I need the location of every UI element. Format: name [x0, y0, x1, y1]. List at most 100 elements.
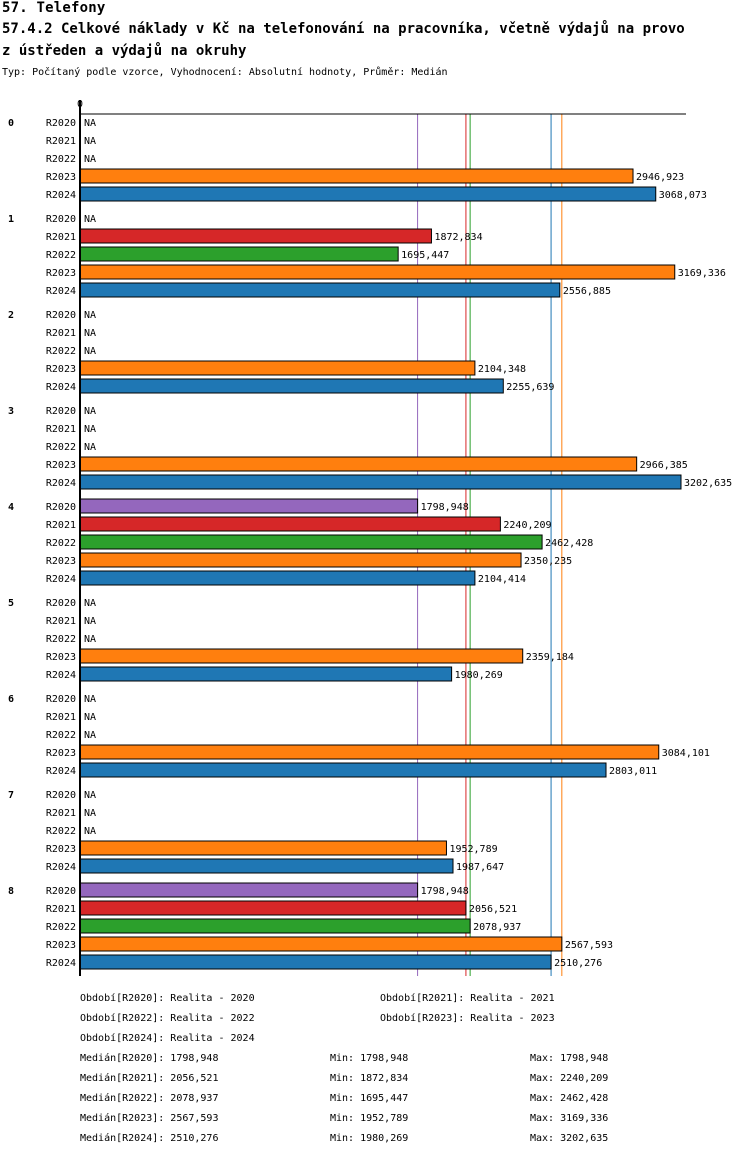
series-label: R2020 [46, 406, 76, 417]
legend-period: Období[R2022]: Realita - 2022 [80, 1013, 255, 1024]
value-label: 1980,269 [455, 670, 503, 681]
series-label: R2024 [46, 670, 76, 681]
group-label: 6 [8, 694, 14, 705]
series-label: R2023 [46, 652, 76, 663]
series-label: R2022 [46, 826, 76, 837]
value-label: 1952,789 [449, 844, 497, 855]
series-label: R2021 [46, 232, 76, 243]
legend-stat: Max: 2240,209 [530, 1073, 609, 1084]
value-label: 1798,948 [421, 502, 469, 513]
na-label: NA [84, 808, 96, 819]
series-label: R2022 [46, 634, 76, 645]
legend-stat: Medián[R2023]: 2567,593 [80, 1113, 219, 1124]
series-label: R2023 [46, 364, 76, 375]
value-label: 2803,011 [609, 766, 657, 777]
chart-title-line1: 57.4.2 Celkové náklady v Kč na telefonov… [2, 21, 685, 37]
series-label: R2020 [46, 118, 76, 129]
value-label: 3202,635 [684, 478, 732, 489]
group-label: 7 [8, 790, 14, 801]
value-label: 2462,428 [545, 538, 593, 549]
bar [79, 474, 682, 490]
group-label: 0 [8, 118, 14, 129]
na-label: NA [84, 328, 96, 339]
bar [79, 762, 607, 778]
legend-period: Období[R2024]: Realita - 2024 [80, 1033, 255, 1044]
bar [79, 168, 634, 184]
bar [79, 246, 399, 262]
series-label: R2023 [46, 940, 76, 951]
legend-period: Období[R2020]: Realita - 2020 [80, 993, 255, 1004]
series-label: R2024 [46, 382, 76, 393]
value-label: 1798,948 [421, 886, 469, 897]
value-label: 2556,885 [563, 286, 611, 297]
series-label: R2022 [46, 730, 76, 741]
na-label: NA [84, 694, 96, 705]
bar [79, 552, 522, 568]
bar [79, 858, 454, 874]
value-label: 2359,184 [526, 652, 574, 663]
series-label: R2022 [46, 154, 76, 165]
group-label: 4 [8, 502, 14, 513]
value-label: 2240,209 [503, 520, 551, 531]
bar [79, 360, 476, 376]
series-label: R2024 [46, 574, 76, 585]
series-label: R2021 [46, 136, 76, 147]
bar [79, 456, 638, 472]
series-label: R2022 [46, 922, 76, 933]
value-label: 2104,414 [478, 574, 526, 585]
group-label: 8 [8, 886, 14, 897]
series-label: R2023 [46, 460, 76, 471]
series-label: R2020 [46, 694, 76, 705]
series-label: R2021 [46, 712, 76, 723]
legend-stat: Max: 3169,336 [530, 1113, 609, 1124]
legend-stat: Min: 1952,789 [330, 1113, 409, 1124]
value-label: 1872,834 [434, 232, 482, 243]
chart-title-line2: z ústředen a výdajů na okruhy [2, 43, 247, 59]
bar [79, 264, 676, 280]
chart-subtitle: Typ: Počítaný podle vzorce, Vyhodnocení:… [2, 67, 448, 78]
bar [79, 516, 501, 532]
na-label: NA [84, 310, 96, 321]
series-label: R2023 [46, 556, 76, 567]
series-label: R2021 [46, 616, 76, 627]
bar [79, 282, 561, 298]
bar [79, 882, 419, 898]
value-label: 1695,447 [401, 250, 449, 261]
legend-stat: Min: 1798,948 [330, 1053, 409, 1064]
legend-stat: Min: 1980,269 [330, 1133, 409, 1144]
na-label: NA [84, 826, 96, 837]
bar [79, 570, 476, 586]
series-label: R2020 [46, 598, 76, 609]
na-label: NA [84, 730, 96, 741]
series-label: R2024 [46, 190, 76, 201]
na-label: NA [84, 118, 96, 129]
bar [79, 840, 447, 856]
bar [79, 378, 504, 394]
legend-stat: Medián[R2020]: 1798,948 [80, 1053, 219, 1064]
series-label: R2021 [46, 328, 76, 339]
na-label: NA [84, 598, 96, 609]
na-label: NA [84, 346, 96, 357]
series-label: R2022 [46, 346, 76, 357]
series-label: R2020 [46, 886, 76, 897]
series-label: R2024 [46, 862, 76, 873]
group-label: 2 [8, 310, 14, 321]
value-label: 2350,235 [524, 556, 572, 567]
na-label: NA [84, 634, 96, 645]
bar [79, 744, 660, 760]
value-label: 2255,639 [506, 382, 554, 393]
legend-stat: Min: 1872,834 [330, 1073, 409, 1084]
na-label: NA [84, 442, 96, 453]
group-label: 1 [8, 214, 14, 225]
legend-stat: Medián[R2022]: 2078,937 [80, 1093, 219, 1104]
legend-stat: Max: 2462,428 [530, 1093, 609, 1104]
bar [79, 228, 432, 244]
value-label: 3068,073 [659, 190, 707, 201]
series-label: R2023 [46, 844, 76, 855]
value-label: 1987,647 [456, 862, 504, 873]
bar [79, 666, 453, 682]
legend-stat: Max: 1798,948 [530, 1053, 609, 1064]
series-label: R2023 [46, 748, 76, 759]
series-label: R2022 [46, 442, 76, 453]
